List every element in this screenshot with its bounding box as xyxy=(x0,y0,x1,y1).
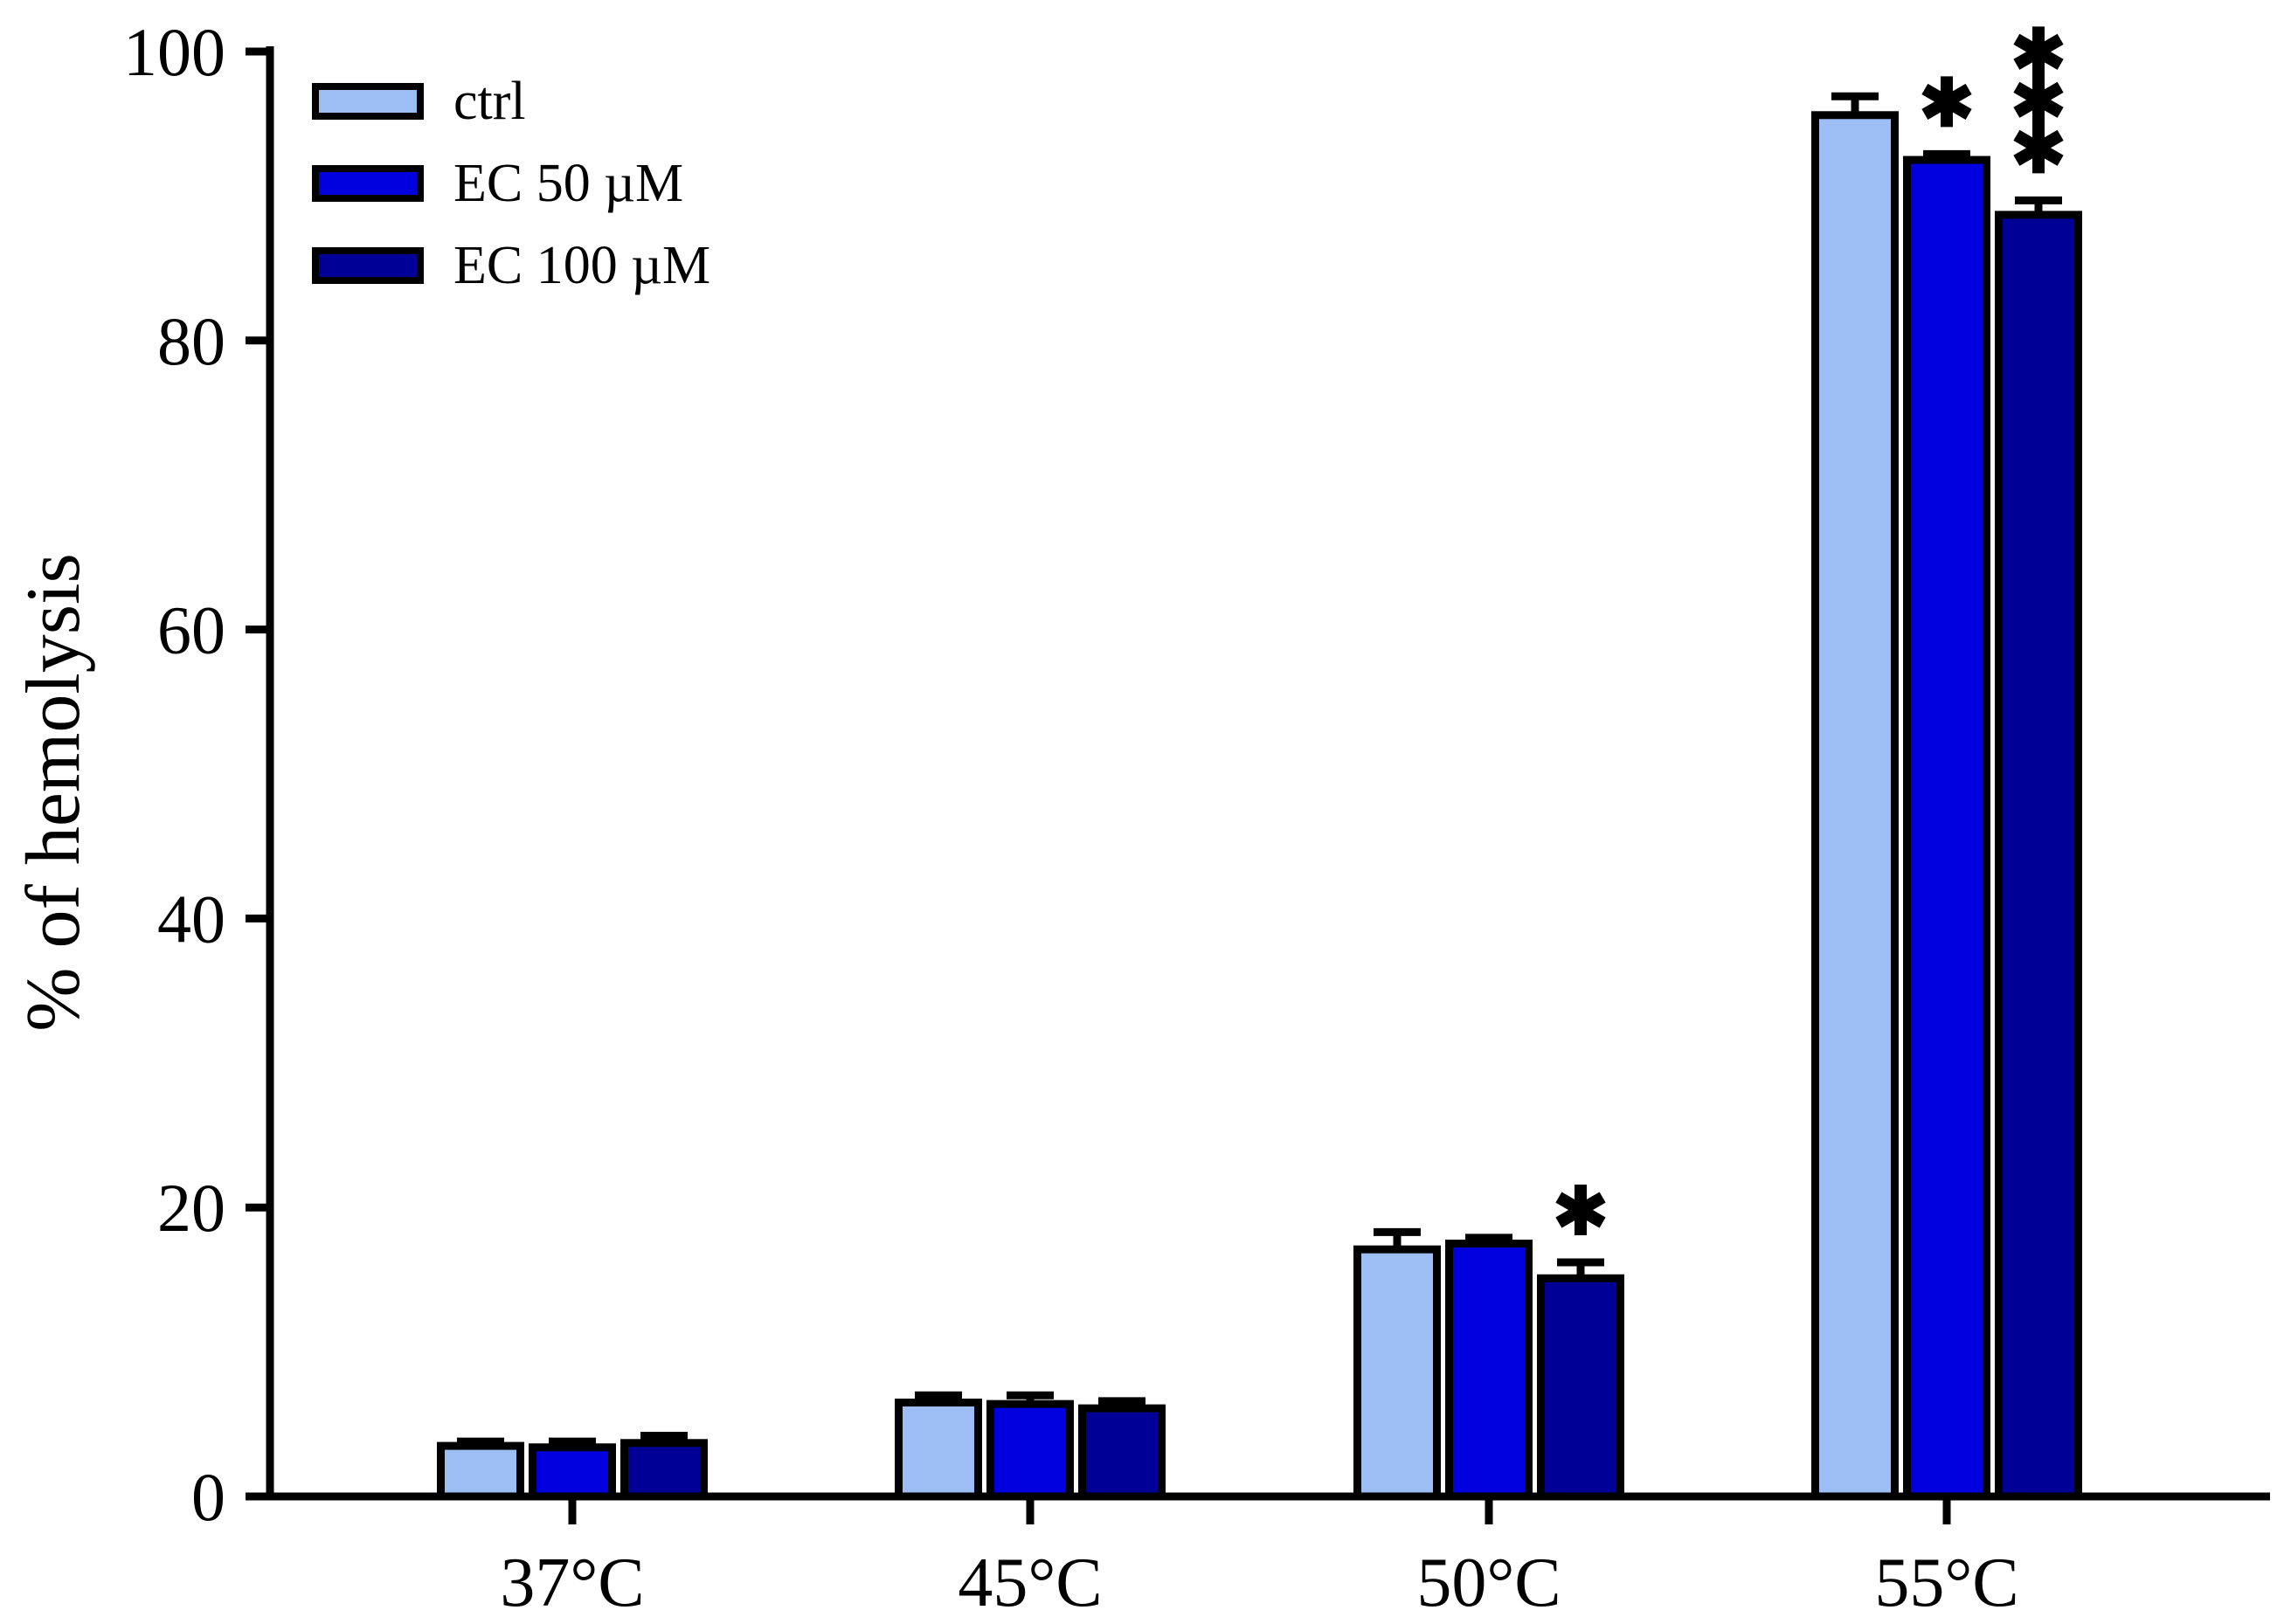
y-axis-title: % of hemolysis xyxy=(11,553,96,1032)
legend-label-ec-100: EC 100 µM xyxy=(453,236,711,295)
bar-ec-50-m-45-c xyxy=(986,1399,1074,1501)
legend-item-ec-100: EC 100 µM xyxy=(312,238,710,293)
x-tick-label-50-c: 50°C xyxy=(1416,1545,1561,1621)
significance-star-ec-100-m-55-c-2-spoke-2 xyxy=(2013,81,2064,118)
y-tick-label-60: 60 xyxy=(157,592,225,668)
legend-swatch-ctrl xyxy=(312,83,424,120)
x-tick-label-55-c: 55°C xyxy=(1874,1545,2018,1621)
significance-star-ec-100-m-55-c-3-spoke-2 xyxy=(2013,33,2064,70)
legend-label-ctrl: ctrl xyxy=(453,72,526,131)
legend: ctrl EC 50 µM EC 100 µM xyxy=(312,74,710,329)
bar-ec-100-m-50-c xyxy=(1537,1274,1624,1501)
bar-ec-100-m-45-c xyxy=(1078,1404,1166,1501)
bar-ctrl-50-c xyxy=(1353,1245,1441,1501)
legend-swatch-ec-100 xyxy=(312,247,424,284)
bar-ctrl-55-c xyxy=(1811,111,1899,1501)
bar-ec-50-m-37-c xyxy=(529,1443,616,1501)
y-tick-label-20: 20 xyxy=(157,1170,225,1246)
bar-ec-100-m-55-c xyxy=(1995,211,2082,1501)
y-tick-label-0: 0 xyxy=(191,1459,225,1535)
significance-star-ec-50-m-55-c-1-spoke-2 xyxy=(1921,83,1972,120)
y-tick-label-40: 40 xyxy=(157,881,225,957)
bar-ec-100-m-37-c xyxy=(620,1439,708,1501)
legend-item-ec-50: EC 50 µM xyxy=(312,156,710,211)
bar-ctrl-45-c xyxy=(895,1398,982,1501)
legend-swatch-ec-50 xyxy=(312,165,424,202)
significance-star-ec-100-m-55-c-1-spoke-2 xyxy=(2013,129,2064,166)
bar-ec-50-m-55-c xyxy=(1903,155,1990,1501)
bar-ctrl-37-c xyxy=(437,1441,524,1501)
x-tick-label-37-c: 37°C xyxy=(500,1545,644,1621)
significance-star-ec-100-m-50-c-1-spoke-2 xyxy=(1555,1192,1606,1228)
legend-item-ctrl: ctrl xyxy=(312,74,710,128)
x-tick-label-45-c: 45°C xyxy=(958,1545,1102,1621)
bar-ec-50-m-50-c xyxy=(1445,1240,1533,1501)
y-tick-label-80: 80 xyxy=(157,303,225,379)
legend-label-ec-50: EC 50 µM xyxy=(453,154,684,213)
y-tick-label-100: 100 xyxy=(123,14,225,90)
